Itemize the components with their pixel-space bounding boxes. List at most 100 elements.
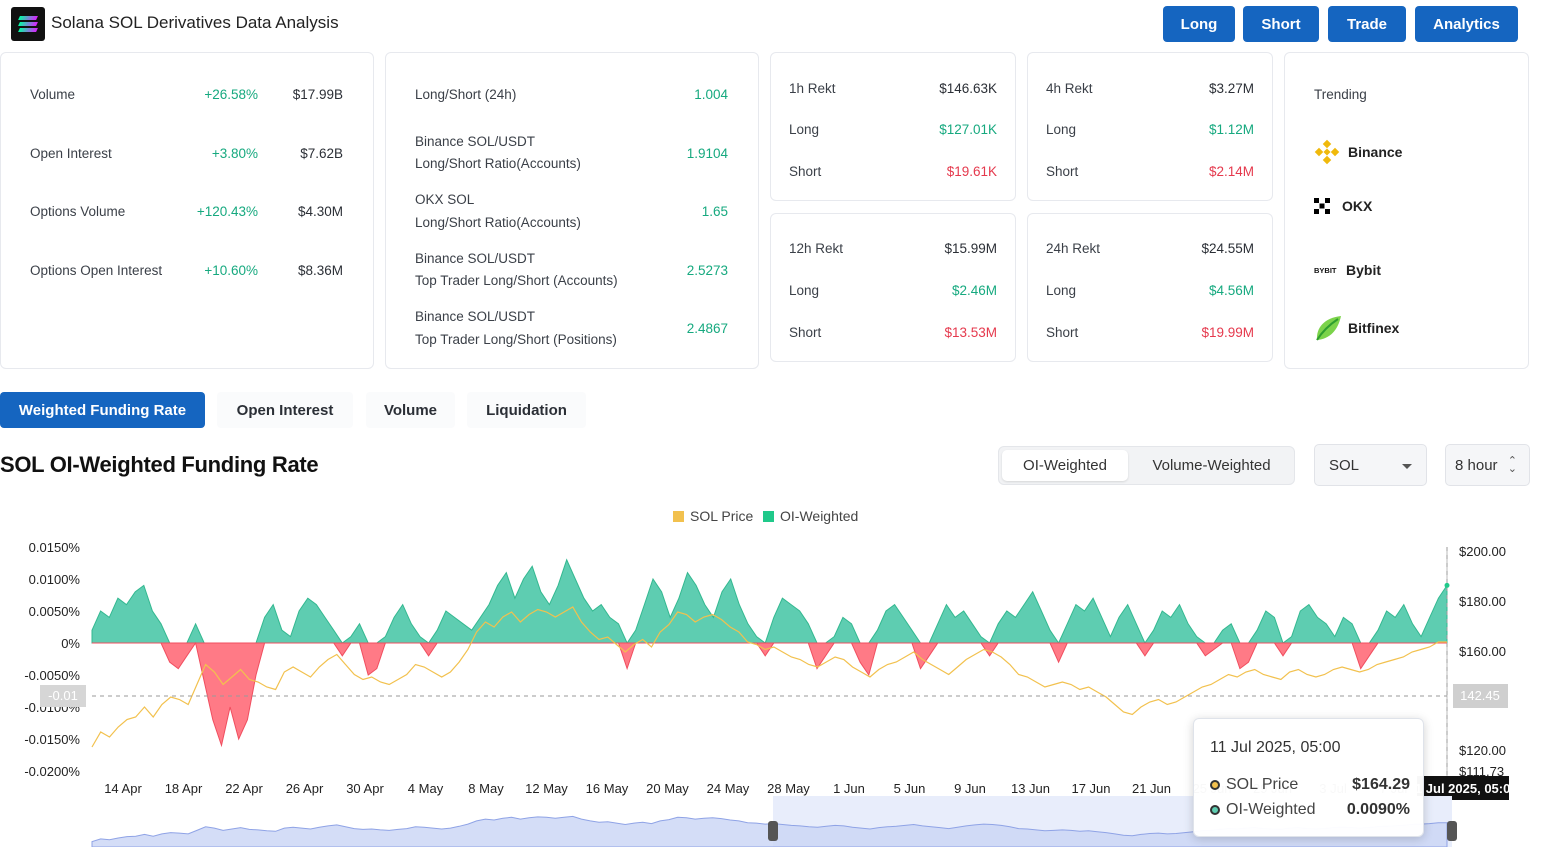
overview-change: +3.80% bbox=[211, 146, 258, 161]
x-tick-label: 24 May bbox=[707, 781, 750, 796]
x-tick-label: 8 May bbox=[468, 781, 504, 796]
right-tick-label: $120.00 bbox=[1459, 743, 1506, 758]
right-tick-label: $111.73 bbox=[1459, 764, 1504, 779]
chart-tooltip: 11 Jul 2025, 05:00 SOL Price $164.29 OI-… bbox=[1193, 718, 1424, 837]
rekt-label: 4h Rekt bbox=[1046, 81, 1093, 96]
nav-trade-button[interactable]: Trade bbox=[1328, 6, 1406, 42]
ratio-value: 1.9104 bbox=[686, 146, 728, 161]
svg-text:BYBIT: BYBIT bbox=[1314, 266, 1337, 275]
volume-weighted-option[interactable]: Volume-Weighted bbox=[1152, 457, 1271, 474]
left-tick-label: 0% bbox=[61, 636, 80, 651]
negative-funding-area bbox=[92, 641, 1447, 748]
up-down-arrows-icon: ⌃ ⌄ bbox=[1507, 455, 1517, 475]
overview-label: Options Volume bbox=[30, 204, 126, 219]
tooltip-rate-value: 0.0090% bbox=[1346, 801, 1410, 818]
right-tick-label: $200.00 bbox=[1459, 544, 1506, 559]
x-tick-label: 13 Jun bbox=[1011, 781, 1050, 796]
left-tick-label: 0.0150% bbox=[29, 540, 81, 555]
right-tick-label: $160.00 bbox=[1459, 644, 1506, 659]
rekt-short-value: $13.53M bbox=[944, 325, 997, 340]
ratio-sublabel: Top Trader Long/Short (Positions) bbox=[415, 332, 617, 347]
x-tick-label: 17 Jun bbox=[1071, 781, 1110, 796]
trending-item-binance[interactable]: Binance bbox=[1314, 139, 1402, 165]
tab-liquidation[interactable]: Liquidation bbox=[467, 392, 586, 428]
trending-item-bybit[interactable]: BYBIT Bybit bbox=[1314, 262, 1381, 278]
chart-title: SOL OI-Weighted Funding Rate bbox=[0, 452, 319, 477]
trending-item-label: Bybit bbox=[1346, 262, 1381, 278]
rekt-short-label: Short bbox=[1046, 325, 1079, 340]
tooltip-rate-row: OI-Weighted 0.0090% bbox=[1210, 801, 1410, 819]
rekt-12h-card: 12h Rekt $15.99M Long $2.46M Short $13.5… bbox=[770, 213, 1016, 362]
positive-funding-area bbox=[91, 558, 1448, 645]
x-tick-label: 30 Apr bbox=[346, 781, 384, 796]
x-tick-label: 5 Jun bbox=[894, 781, 926, 796]
legend-label-oi: OI-Weighted bbox=[780, 508, 858, 524]
legend-label-price: SOL Price bbox=[690, 508, 753, 524]
tab-volume[interactable]: Volume bbox=[366, 392, 455, 428]
trending-item-okx[interactable]: OKX bbox=[1314, 198, 1372, 214]
x-tick-label: 4 May bbox=[408, 781, 444, 796]
tooltip-rate-label: OI-Weighted bbox=[1226, 801, 1316, 818]
rate-dot-icon bbox=[1210, 805, 1220, 815]
overview-change: +26.58% bbox=[204, 87, 258, 102]
left-tick-label: -0.0050% bbox=[24, 668, 80, 683]
legend-swatch-oi bbox=[763, 511, 774, 522]
funding-rate-areas bbox=[91, 558, 1448, 748]
rekt-total: $15.99M bbox=[944, 241, 997, 256]
overview-label: Volume bbox=[30, 87, 76, 102]
rekt-long-value: $1.12M bbox=[1208, 122, 1254, 137]
overview-value: $4.30M bbox=[297, 204, 343, 219]
x-tick-label: 21 Jun bbox=[1132, 781, 1171, 796]
left-tick-label: -0.0200% bbox=[24, 764, 80, 779]
rekt-long-label: Long bbox=[789, 283, 820, 298]
tooltip-price-value: $164.29 bbox=[1352, 776, 1410, 793]
x-tick-label: 20 May bbox=[646, 781, 689, 796]
sol-price-path bbox=[91, 606, 1447, 748]
tab-open-interest[interactable]: Open Interest bbox=[217, 392, 353, 428]
rekt-long-value: $127.01K bbox=[939, 122, 997, 137]
ratio-sublabel: Long/Short Ratio(Accounts) bbox=[415, 156, 581, 171]
bitfinex-icon bbox=[1316, 316, 1341, 341]
rekt-1h-card: 1h Rekt $146.63K Long $127.01K Short $19… bbox=[770, 52, 1016, 201]
ratio-value: 2.4867 bbox=[686, 321, 728, 336]
trending-item-label: OKX bbox=[1342, 198, 1373, 214]
crosshair-point bbox=[1444, 582, 1450, 588]
tooltip-price-row: SOL Price $164.29 bbox=[1210, 776, 1410, 794]
nav-analytics-button[interactable]: Analytics bbox=[1415, 6, 1518, 42]
rekt-total: $3.27M bbox=[1208, 81, 1254, 96]
tab-weighted-funding-rate[interactable]: Weighted Funding Rate bbox=[0, 392, 205, 428]
rekt-total: $24.55M bbox=[1201, 241, 1254, 256]
nav-short-button[interactable]: Short bbox=[1243, 6, 1319, 42]
oi-weighted-option[interactable]: OI-Weighted bbox=[1002, 450, 1128, 481]
long-short-ratio-card: Long/Short (24h) 1.004 Binance SOL/USDT … bbox=[385, 52, 759, 369]
ratio-label: Binance SOL/USDT bbox=[415, 134, 536, 149]
overview-label: Options Open Interest bbox=[30, 263, 163, 278]
trending-item-bitfinex[interactable]: Bitfinex bbox=[1314, 314, 1399, 342]
ratio-value: 1.004 bbox=[694, 87, 728, 102]
overview-card: Volume +26.58% $17.99B Open Interest +3.… bbox=[0, 52, 374, 369]
trending-item-label: Bitfinex bbox=[1348, 320, 1400, 336]
rekt-label: 1h Rekt bbox=[789, 81, 836, 96]
x-tick-label: 28 May bbox=[767, 781, 810, 796]
sol-price-line bbox=[91, 606, 1447, 748]
interval-select-value: 8 hour bbox=[1455, 457, 1498, 474]
rekt-long-label: Long bbox=[1046, 283, 1077, 298]
trending-item-label: Binance bbox=[1348, 144, 1403, 160]
symbol-select[interactable]: SOL bbox=[1314, 444, 1427, 486]
rekt-4h-card: 4h Rekt $3.27M Long $1.12M Short $2.14M bbox=[1027, 52, 1273, 201]
x-tick-label: 16 May bbox=[586, 781, 629, 796]
crosshair-right-label: 142.45 bbox=[1460, 688, 1500, 703]
rekt-short-label: Short bbox=[1046, 164, 1079, 179]
overview-value: $17.99B bbox=[292, 87, 343, 102]
ratio-sublabel: Long/Short Ratio(Accounts) bbox=[415, 215, 581, 230]
rekt-long-label: Long bbox=[789, 122, 820, 137]
left-axis-ticks: 0.0150%0.0100%0.0050%0%-0.0050%-0.0100%-… bbox=[24, 540, 80, 779]
ratio-value: 2.5273 bbox=[686, 263, 728, 278]
nav-long-button[interactable]: Long bbox=[1163, 6, 1235, 42]
overview-value: $7.62B bbox=[300, 146, 343, 161]
app-title: Solana SOL Derivatives Data Analysis bbox=[51, 13, 339, 32]
ratio-value: 1.65 bbox=[701, 204, 728, 219]
overview-change: +120.43% bbox=[196, 204, 258, 219]
interval-select[interactable]: 8 hour ⌃ ⌄ bbox=[1445, 444, 1530, 486]
weighting-toggle: OI-Weighted Volume-Weighted bbox=[998, 446, 1295, 485]
